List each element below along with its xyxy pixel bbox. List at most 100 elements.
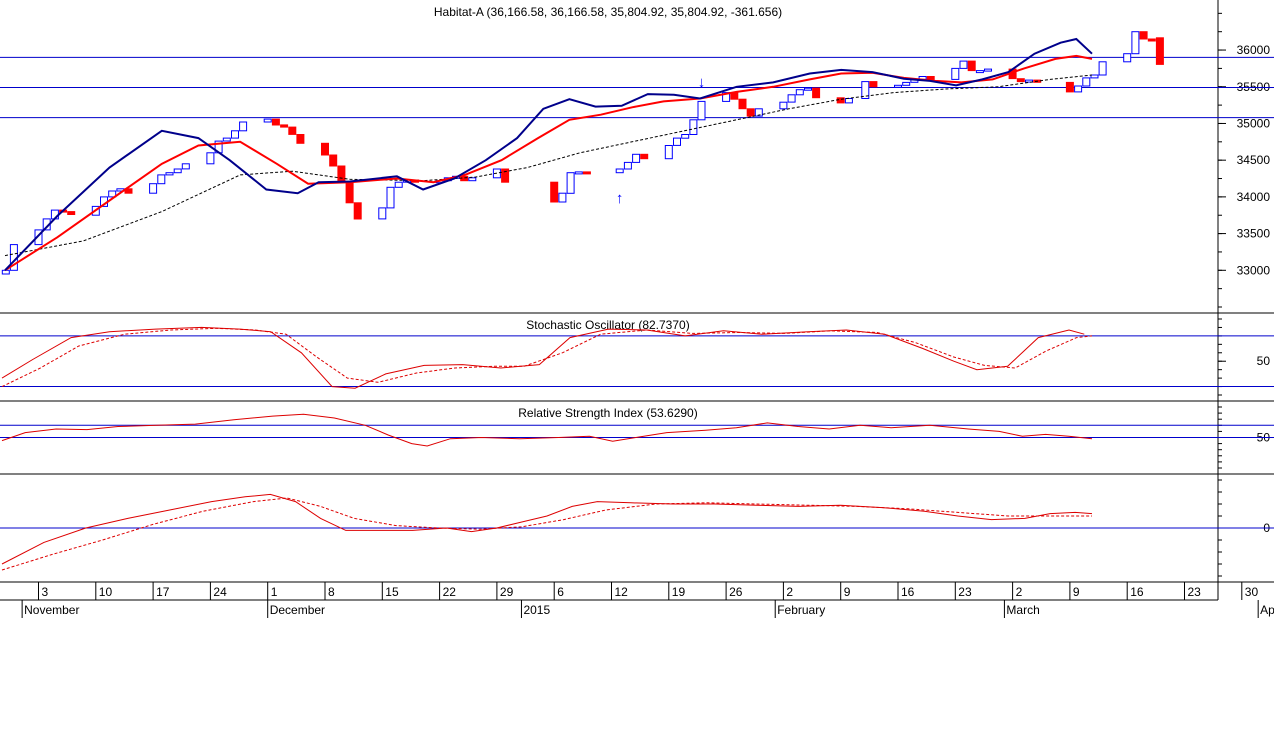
date-axis-tick-label: 8 — [328, 585, 335, 599]
date-axis-tick-label: 17 — [156, 585, 170, 599]
candle-up — [689, 119, 698, 136]
value-axis-tick-label: 35500 — [1237, 80, 1271, 94]
candle-down — [869, 81, 878, 88]
candle-up — [902, 81, 911, 86]
indicator-line-3-signal — [1, 497, 1092, 571]
candle-up — [222, 137, 231, 142]
candle-up — [681, 134, 690, 139]
date-axis-tick-label: 9 — [844, 585, 851, 599]
candle-up — [394, 181, 403, 188]
candle-up — [206, 152, 215, 165]
candle-up — [173, 168, 182, 174]
candle-down — [926, 76, 935, 80]
up-arrow-marker: ↑ — [616, 190, 624, 207]
candle-up — [558, 192, 567, 203]
candle-up — [959, 60, 968, 69]
candle-down — [1155, 37, 1164, 65]
candle-up — [108, 190, 117, 198]
candle-up — [673, 137, 681, 146]
date-axis-tick-label: 1 — [271, 585, 278, 599]
date-axis-tick-label: 23 — [958, 585, 972, 599]
moving-average-slow — [4, 74, 1093, 257]
month-label: March — [1006, 603, 1039, 617]
candle-up — [1123, 53, 1132, 63]
date-axis-tick-label: 29 — [500, 585, 514, 599]
indicator-line-1-k — [1, 326, 1085, 389]
date-axis-tick-label: 30 — [1245, 585, 1259, 599]
date-axis-tick-label: 16 — [901, 585, 915, 599]
candle-down — [67, 211, 76, 216]
candle-up — [157, 174, 166, 185]
panel-title-2: Relative Strength Index (53.6290) — [518, 406, 697, 420]
moving-average-mid — [4, 54, 1093, 272]
candle-down — [812, 87, 821, 99]
candle-down — [640, 153, 649, 160]
candle-down — [746, 108, 755, 117]
candle-up — [787, 94, 796, 103]
value-axis-tick-label: 35000 — [1237, 116, 1271, 130]
candle-up — [984, 68, 992, 72]
candle-up — [951, 67, 960, 80]
moving-average-fast — [4, 37, 1093, 271]
candle-up — [615, 168, 624, 174]
panel-title-1: Stochastic Oscillator (82.7370) — [526, 318, 689, 332]
indicator-line-2-rsi — [1, 413, 1093, 447]
candle-up — [468, 177, 477, 182]
candle-up — [574, 171, 583, 175]
candle-down — [1065, 81, 1074, 93]
month-label: February — [777, 603, 825, 617]
candle-down — [280, 124, 289, 128]
candle-up — [894, 84, 902, 88]
candle-down — [329, 154, 338, 167]
candle-up — [779, 101, 788, 110]
date-axis-tick-label: 26 — [729, 585, 743, 599]
date-axis-tick-label: 2 — [786, 585, 793, 599]
value-axis-tick-label: 34500 — [1237, 153, 1271, 167]
date-axis-tick-label: 15 — [385, 585, 399, 599]
candle-up — [34, 229, 43, 246]
candle-up — [861, 81, 870, 99]
candle-down — [271, 118, 280, 126]
candle-up — [566, 172, 575, 194]
candle-up — [181, 163, 190, 170]
candle-up — [754, 108, 763, 117]
candle-up — [844, 98, 853, 104]
candle-down — [550, 181, 559, 203]
candle-down — [124, 188, 133, 194]
candle-up — [975, 70, 984, 74]
candle-down — [1147, 38, 1156, 42]
value-axis-tick-label: 34000 — [1237, 190, 1271, 204]
date-axis-tick-label: 22 — [443, 585, 457, 599]
candle-up — [1090, 74, 1099, 79]
value-axis-tick-label: 33500 — [1237, 227, 1271, 241]
date-axis-tick-label: 12 — [615, 585, 629, 599]
candle-down — [353, 202, 362, 220]
date-axis-tick-label: 19 — [672, 585, 686, 599]
date-axis-tick-label: 24 — [213, 585, 227, 599]
candle-down — [967, 60, 976, 72]
candle-up — [239, 121, 248, 132]
candle-up — [632, 153, 641, 163]
candle-up — [804, 87, 812, 91]
candle-up — [1082, 77, 1091, 87]
candle-up — [386, 186, 395, 209]
date-axis-tick-label: 9 — [1073, 585, 1080, 599]
value-axis-tick-label: 36000 — [1237, 43, 1271, 57]
candle-down — [738, 98, 747, 110]
value-axis-tick-label: 50 — [1257, 354, 1271, 368]
candle-down — [337, 165, 346, 183]
candle-up — [149, 183, 158, 194]
candle-down — [288, 126, 297, 135]
candle-up — [1131, 31, 1140, 55]
candle-up — [165, 172, 174, 176]
candle-down — [501, 168, 510, 183]
month-label: 2015 — [523, 603, 550, 617]
date-axis-tick-label: 10 — [99, 585, 113, 599]
candle-up — [722, 92, 731, 102]
date-axis-tick-label: 2 — [1016, 585, 1023, 599]
candle-up — [795, 89, 804, 96]
month-label: November — [24, 603, 79, 617]
candle-up — [1025, 79, 1033, 83]
